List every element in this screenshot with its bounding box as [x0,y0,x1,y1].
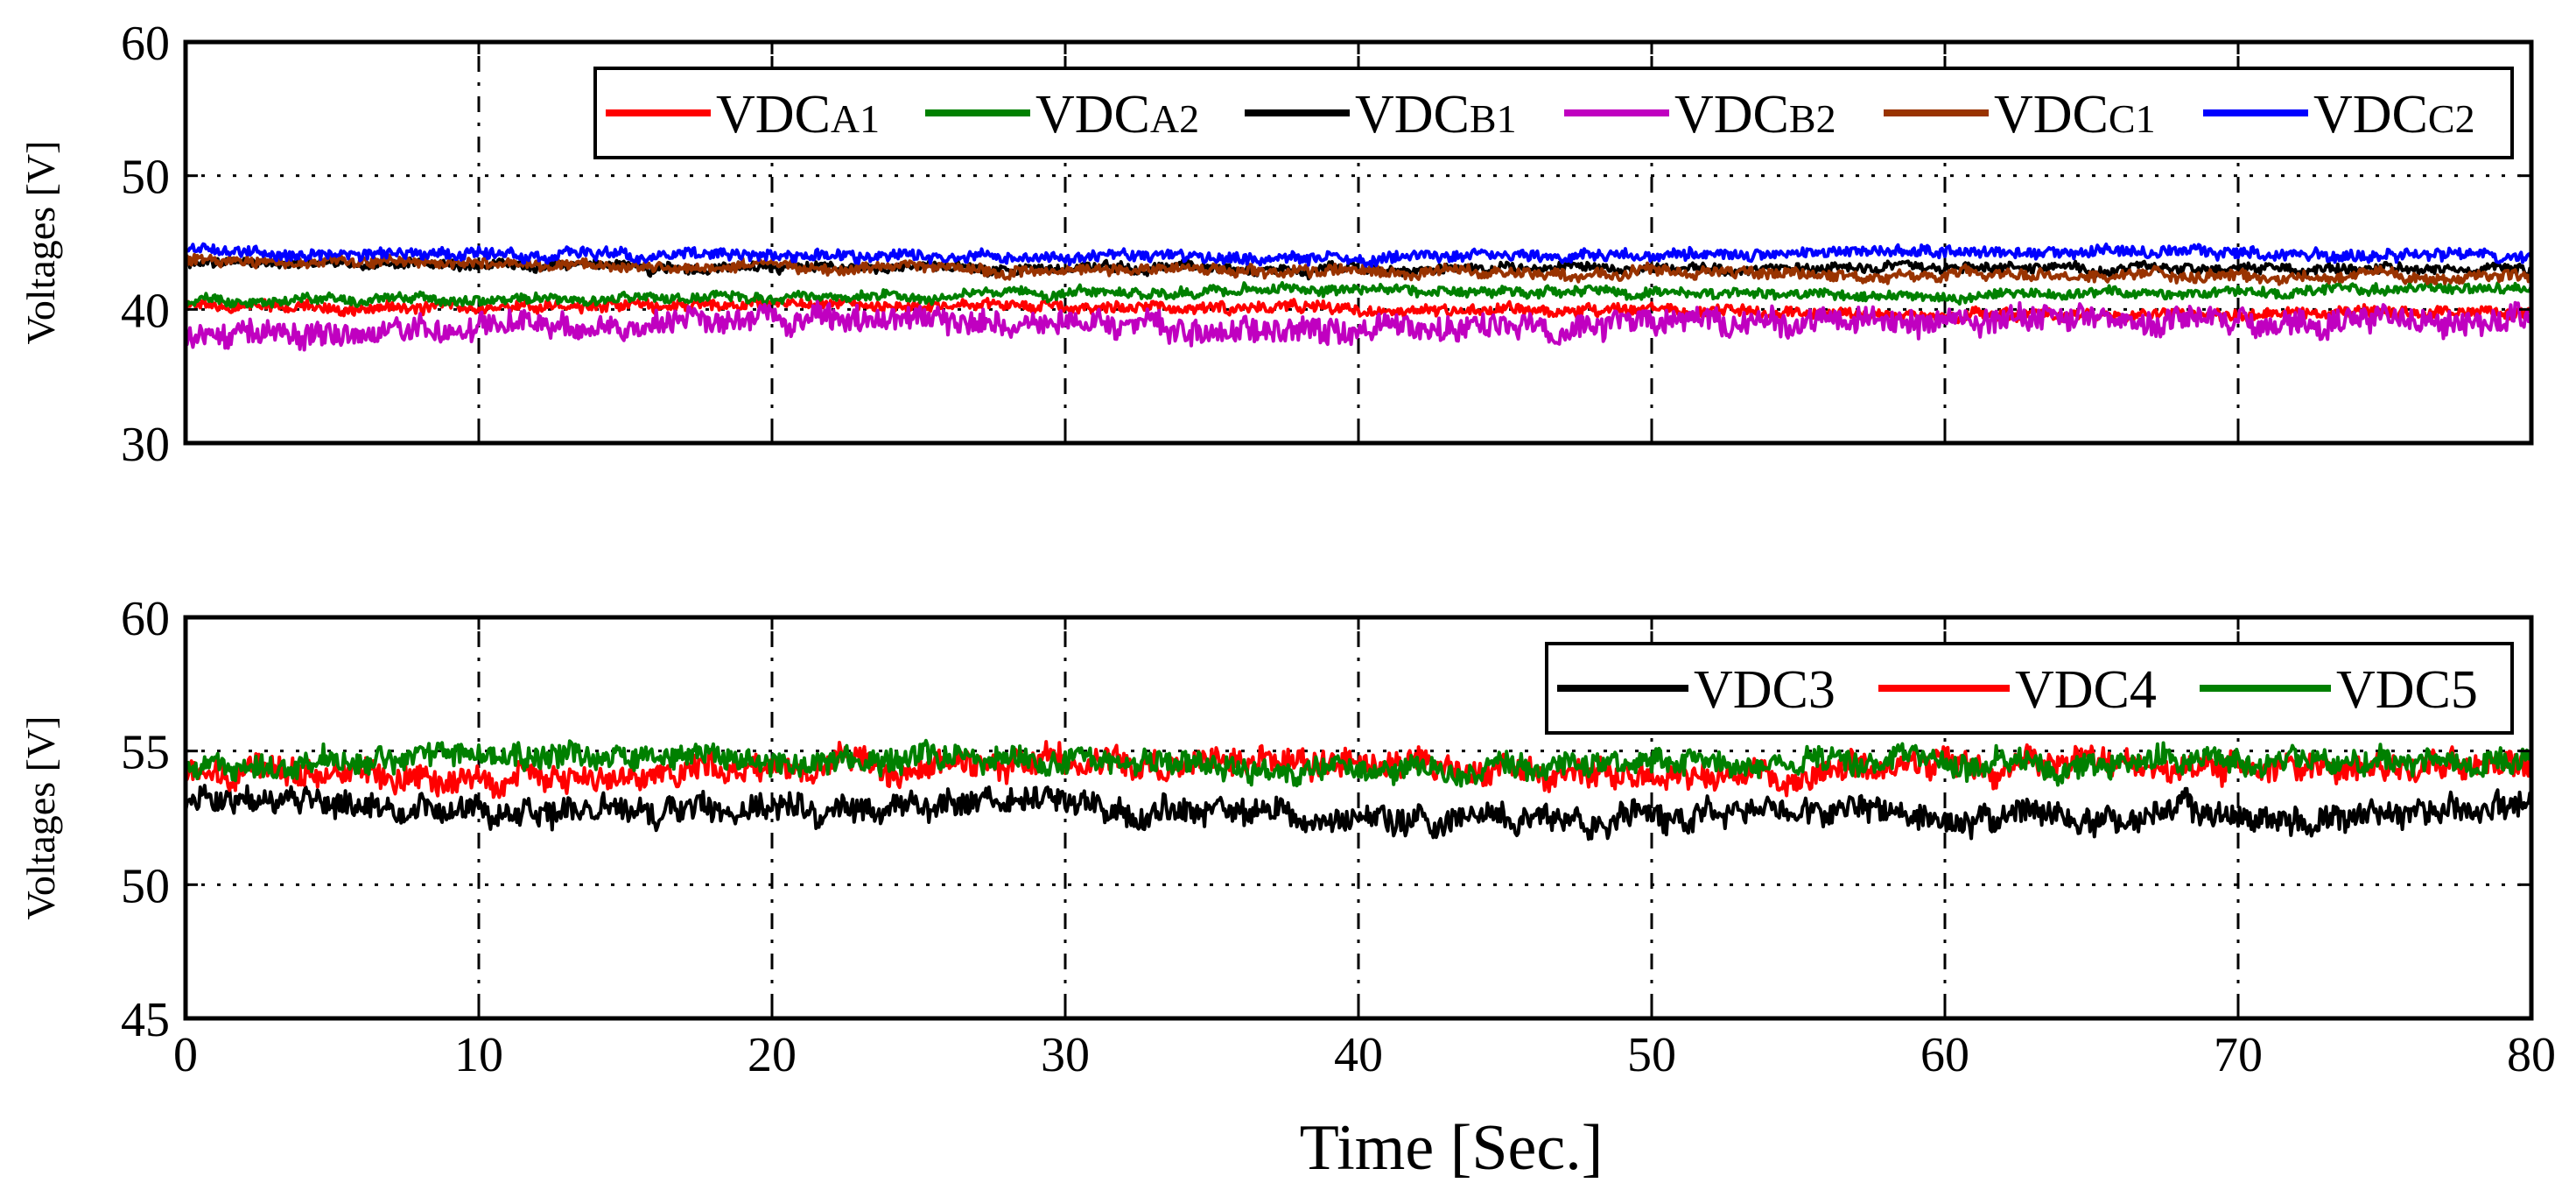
y-tick-label: 50 [121,151,170,205]
x-tick-label: 20 [748,1028,797,1082]
legend: VDCA1 VDCA2 VDCB1 VDCB2 VDCC1 VDCC2 [593,67,2514,159]
bottom-voltage-chart: 0 10 20 30 40 50 60 70 80 45 50 55 60 Voltages [V] VDC… [18,592,2556,1082]
legend: VDC3 VDC4 VDC5 [1545,642,2514,735]
x-tick-label: 60 [1920,1028,1969,1082]
y-tick-label: 45 [121,993,170,1047]
series-line-vdcb2 [184,299,2533,352]
legend-box [593,67,2514,159]
legend-label: VDC5 [2336,660,2478,720]
y-tick-label: 60 [121,592,170,646]
top-voltage-chart: 30 40 50 60 Voltages [V] VDCA1 VDCA2 VDCB1 VDCB2… [18,17,2534,472]
series-line-vdc3 [184,784,2533,841]
legend-label: VDC4 [2015,660,2157,720]
y-tick-label: 30 [121,418,170,472]
series-line-vdcc1 [184,251,2533,286]
series-line-vdca2 [184,280,2533,309]
y-tick-label: 55 [121,726,170,780]
y-tick-label: 60 [121,17,170,71]
x-tick-label: 70 [2214,1028,2263,1082]
x-tick-label: 10 [454,1028,503,1082]
series-line-vdcc2 [184,242,2533,268]
x-tick-label: 0 [173,1028,198,1082]
x-tick-label: 80 [2507,1028,2556,1082]
y-tick-label: 40 [121,284,170,338]
x-tick-label: 50 [1627,1028,1676,1082]
y-axis-title: Voltages [V] [18,141,63,345]
x-tick-label: 40 [1334,1028,1383,1082]
legend-label: VDC3 [1694,660,1835,720]
series-line-vdca1 [184,296,2533,325]
y-axis-title: Voltages [V] [18,716,63,920]
y-tick-label: 50 [121,859,170,913]
x-axis-title: Time [Sec.] [1300,1112,1604,1184]
series-line-vdc5 [184,738,2533,788]
x-tick-label: 30 [1041,1028,1090,1082]
legend-label: VDCB1 [1355,85,1517,144]
legend-box [1545,642,2514,735]
